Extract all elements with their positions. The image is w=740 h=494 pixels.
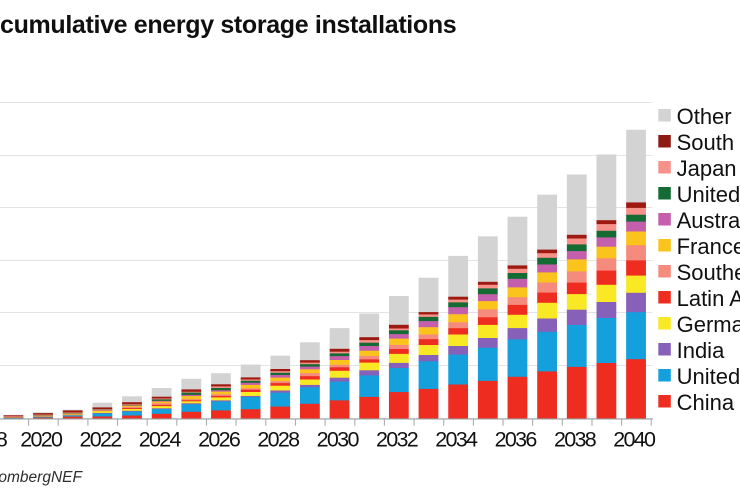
svg-text:2026: 2026 (198, 427, 241, 451)
svg-text:2028: 2028 (257, 427, 300, 451)
svg-text:2022: 2022 (79, 427, 121, 451)
svg-text:Japan: Japan (677, 156, 737, 181)
svg-text:2040: 2040 (613, 427, 656, 451)
svg-text:India: India (677, 338, 725, 363)
svg-text:Southeast Asia: Southeast Asia (677, 260, 740, 285)
svg-text:South Korea: South Korea (677, 130, 740, 155)
svg-text:Germany: Germany (677, 312, 740, 337)
svg-text:cumulative energy storage inst: cumulative energy storage installations (0, 11, 456, 39)
svg-text:China: China (677, 390, 735, 415)
svg-text:United Kingdom: United Kingdom (677, 182, 740, 207)
svg-text:2024: 2024 (139, 427, 182, 451)
svg-text:Other: Other (677, 104, 732, 129)
svg-text:BloombergNEF: BloombergNEF (0, 469, 83, 486)
svg-text:2038: 2038 (554, 427, 597, 451)
svg-text:France: France (677, 234, 740, 259)
svg-text:Latin America: Latin America (677, 286, 740, 311)
svg-text:Australia: Australia (677, 208, 740, 233)
svg-text:2036: 2036 (495, 427, 538, 451)
svg-text:United States: United States (677, 364, 740, 389)
svg-text:2032: 2032 (376, 427, 418, 451)
svg-text:2034: 2034 (435, 427, 478, 451)
svg-text:2030: 2030 (317, 427, 360, 451)
svg-text:2020: 2020 (20, 427, 63, 451)
svg-text:2018: 2018 (0, 427, 8, 451)
